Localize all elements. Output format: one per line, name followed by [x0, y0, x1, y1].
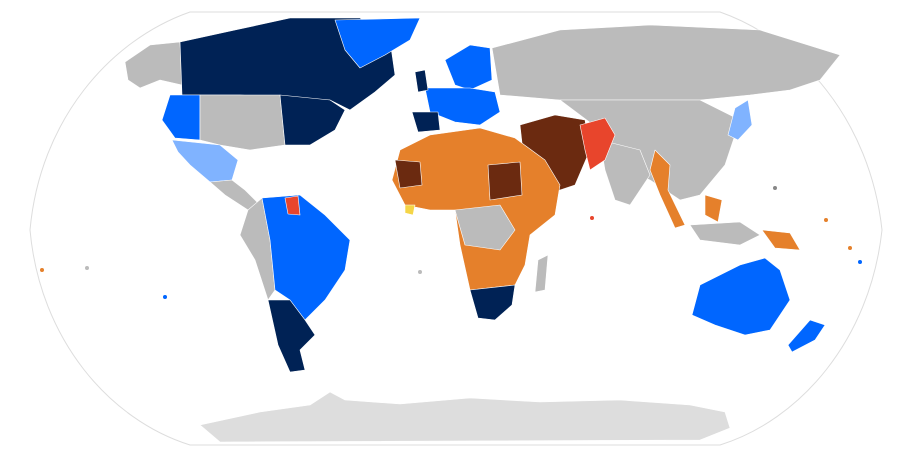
usa-central: [199, 94, 286, 151]
island: [418, 270, 422, 274]
island: [85, 266, 89, 270]
greenland: [334, 17, 421, 69]
southeast-asia: [649, 149, 686, 229]
usa-east: [279, 94, 346, 146]
south-africa: [469, 284, 516, 321]
indonesia: [689, 221, 761, 246]
new-zealand: [787, 319, 826, 353]
iberia: [411, 111, 441, 133]
australia: [691, 257, 791, 336]
uk: [414, 69, 429, 93]
japan: [727, 99, 753, 141]
central-africa: [454, 204, 516, 251]
usa-west: [161, 94, 201, 141]
pakistan-afghanistan: [579, 117, 616, 171]
island: [848, 246, 852, 250]
island: [590, 216, 594, 220]
island: [773, 186, 777, 190]
west-africa-yellow: [404, 204, 416, 216]
papua: [761, 229, 801, 251]
philippines: [704, 194, 723, 223]
map-frame: [29, 11, 883, 446]
india: [599, 139, 651, 206]
alaska: [124, 41, 183, 89]
russia: [491, 24, 841, 101]
brazil: [261, 194, 351, 321]
antarctica: [199, 391, 731, 443]
sudan: [487, 161, 523, 201]
island: [40, 268, 44, 272]
madagascar: [534, 254, 549, 293]
central-america: [209, 179, 261, 211]
island: [824, 218, 828, 222]
sahel-brown: [394, 159, 423, 189]
guianas: [284, 195, 301, 216]
island: [163, 295, 167, 299]
argentina-chile: [267, 299, 316, 373]
island: [858, 260, 862, 264]
scandinavia: [444, 44, 493, 91]
